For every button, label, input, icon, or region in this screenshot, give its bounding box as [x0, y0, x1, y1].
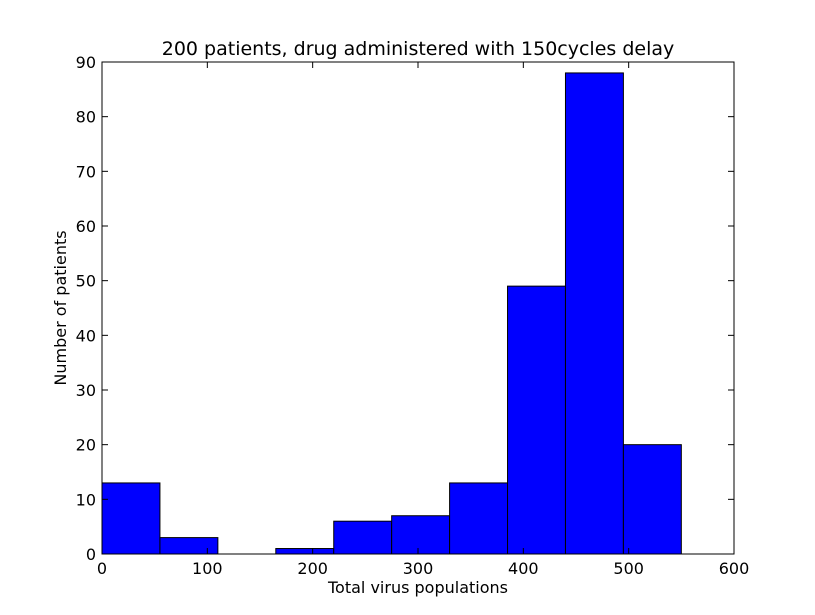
histogram-bar — [507, 285, 566, 555]
histogram-bar — [391, 515, 451, 555]
x-tick-label: 0 — [97, 559, 107, 578]
histogram-bar — [101, 482, 161, 555]
y-axis-title: Number of patients — [51, 230, 70, 385]
y-tick-label: 30 — [76, 381, 96, 400]
chart-title: 200 patients, drug administered with 150… — [162, 38, 675, 60]
histogram-bar — [275, 548, 335, 555]
y-tick-label: 90 — [76, 53, 96, 72]
histogram-bar — [449, 482, 509, 555]
x-tick-label: 400 — [508, 559, 539, 578]
y-tick-label: 10 — [76, 490, 96, 509]
ticks-group: 0 100 200 300 400 500 600 0 10 20 30 40 50 60 70 80 90 — [76, 53, 750, 578]
histogram-bar — [333, 520, 393, 555]
y-tick-label: 20 — [76, 436, 96, 455]
x-tick-label: 600 — [719, 559, 750, 578]
x-axis-title: Total virus populations — [327, 578, 508, 597]
y-tick-label: 40 — [76, 326, 96, 345]
histogram-bar — [159, 537, 219, 555]
y-tick-label: 0 — [86, 545, 96, 564]
y-tick-label: 70 — [76, 162, 96, 181]
plot-frame — [101, 61, 735, 555]
x-tick-label: 300 — [403, 559, 434, 578]
histogram-bar — [564, 72, 624, 555]
y-tick-label: 80 — [76, 108, 96, 127]
x-tick-label: 100 — [192, 559, 223, 578]
x-tick-label: 500 — [613, 559, 644, 578]
x-tick-label: 200 — [297, 559, 328, 578]
bars-group — [101, 72, 682, 555]
histogram-bar — [622, 444, 682, 555]
y-tick-label: 60 — [76, 217, 96, 236]
y-tick-label: 50 — [76, 272, 96, 291]
